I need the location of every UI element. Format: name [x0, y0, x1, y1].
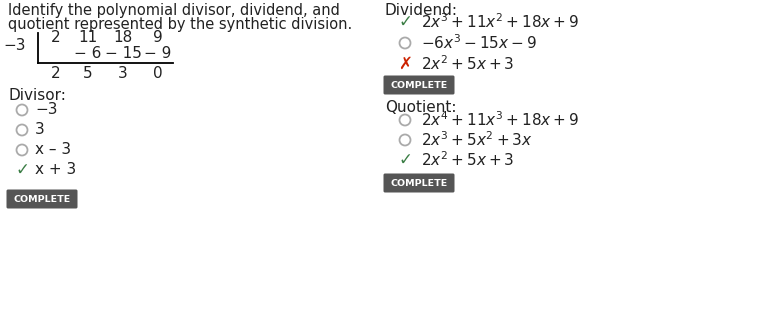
Text: $2x^3 + 11x^2 + 18x + 9$: $2x^3 + 11x^2 + 18x + 9$	[421, 13, 580, 31]
FancyBboxPatch shape	[384, 174, 454, 192]
Text: $2x^3 + 5x^2 + 3x$: $2x^3 + 5x^2 + 3x$	[421, 131, 532, 149]
Text: 0: 0	[153, 65, 163, 81]
Text: − 6: − 6	[74, 46, 102, 60]
FancyBboxPatch shape	[384, 76, 454, 94]
Text: 3: 3	[35, 122, 45, 138]
Text: quotient represented by the synthetic division.: quotient represented by the synthetic di…	[8, 17, 353, 32]
Text: Quotient:: Quotient:	[385, 100, 456, 115]
Text: − 15: − 15	[105, 46, 141, 60]
FancyBboxPatch shape	[6, 189, 78, 209]
Text: ✗: ✗	[398, 55, 412, 73]
Text: 3: 3	[118, 65, 128, 81]
Text: −3: −3	[35, 103, 57, 117]
Text: $2x^4 + 11x^3 + 18x + 9$: $2x^4 + 11x^3 + 18x + 9$	[421, 111, 580, 129]
Text: ✓: ✓	[398, 151, 412, 169]
Text: 5: 5	[83, 65, 93, 81]
Text: −3: −3	[4, 39, 26, 53]
Text: 11: 11	[78, 30, 98, 46]
Text: 9: 9	[153, 30, 163, 46]
Text: 18: 18	[113, 30, 133, 46]
Text: $2x^2 + 5x + 3$: $2x^2 + 5x + 3$	[421, 151, 515, 169]
Text: 2: 2	[51, 65, 60, 81]
Text: $2x^2 + 5x + 3$: $2x^2 + 5x + 3$	[421, 55, 515, 73]
Text: x – 3: x – 3	[35, 143, 71, 157]
Text: − 9: − 9	[144, 46, 172, 60]
Text: COMPLETE: COMPLETE	[391, 81, 448, 89]
Text: COMPLETE: COMPLETE	[13, 194, 71, 204]
Text: x + 3: x + 3	[35, 162, 76, 178]
Text: $-6x^3 - 15x - 9$: $-6x^3 - 15x - 9$	[421, 34, 537, 52]
Text: ✓: ✓	[398, 13, 412, 31]
Text: Divisor:: Divisor:	[8, 88, 66, 103]
Text: Dividend:: Dividend:	[385, 3, 458, 18]
Text: Identify the polynomial divisor, dividend, and: Identify the polynomial divisor, dividen…	[8, 3, 340, 18]
Text: 2: 2	[51, 30, 60, 46]
Text: COMPLETE: COMPLETE	[391, 179, 448, 187]
Text: ✓: ✓	[15, 161, 29, 179]
